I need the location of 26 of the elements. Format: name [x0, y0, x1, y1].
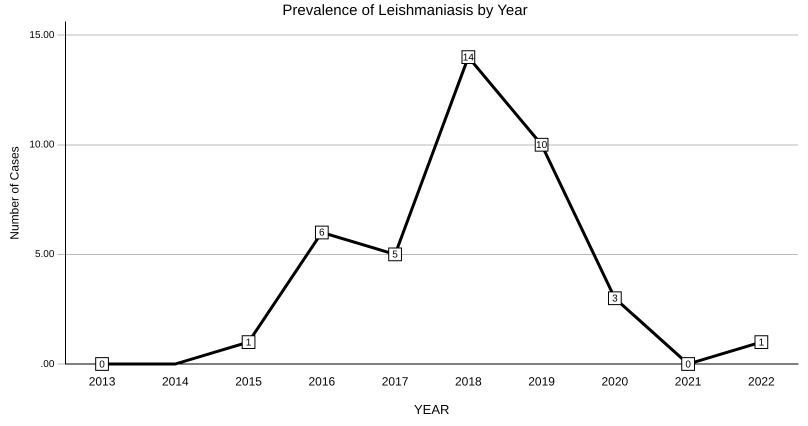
- y-axis-title: Number of Cases: [8, 146, 22, 240]
- y-tick-label: 15.00: [29, 30, 55, 41]
- x-axis-title: YEAR: [414, 402, 450, 417]
- y-tick-label: 5.00: [34, 249, 55, 260]
- y-tick-label: 10.00: [29, 140, 55, 151]
- x-tick-label: 2016: [308, 374, 336, 389]
- x-tick-label: 2015: [235, 374, 262, 389]
- x-tick-label: 2014: [162, 374, 189, 389]
- x-tick-label: 2019: [528, 374, 556, 389]
- x-tick-label: 2020: [602, 374, 629, 389]
- data-label: 14: [462, 52, 474, 64]
- x-tick-label: 2013: [88, 374, 116, 389]
- data-label: 1: [758, 337, 765, 348]
- x-tick-label: 2018: [454, 374, 482, 389]
- data-label: 5: [392, 250, 398, 261]
- data-label: 0: [685, 359, 692, 370]
- data-label: 0: [99, 359, 106, 370]
- data-label: 3: [612, 293, 618, 304]
- x-tick-label: 2022: [748, 374, 776, 389]
- data-label: 10: [536, 140, 548, 152]
- data-label: 1: [246, 337, 252, 348]
- y-tick-label: .00: [40, 358, 55, 370]
- data-label: 6: [319, 228, 326, 239]
- x-tick-label: 2021: [674, 374, 702, 389]
- x-tick-label: 2017: [382, 374, 409, 389]
- chart-title: Prevalence of Leishmaniasis by Year: [282, 2, 528, 20]
